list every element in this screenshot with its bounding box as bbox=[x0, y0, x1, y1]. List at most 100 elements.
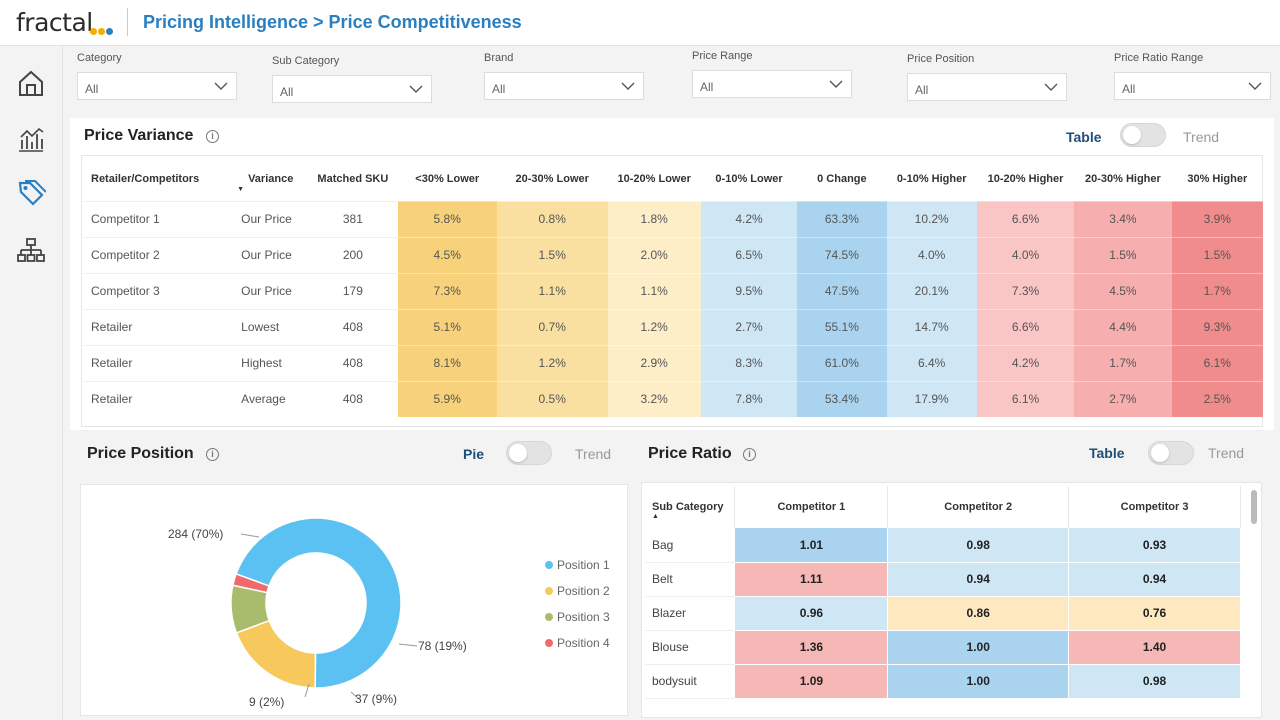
table-cell: Lowest bbox=[233, 308, 309, 345]
table-cell: 1.7% bbox=[1171, 272, 1263, 309]
table-row[interactable]: Competitor 2 Our Price 200 4.5% 1.5% 2.0% 6.5%… bbox=[83, 236, 1263, 273]
chevron-down-icon bbox=[1044, 83, 1058, 91]
column-header[interactable]: Variance ▼ bbox=[233, 157, 308, 201]
logo-dots bbox=[90, 22, 114, 40]
column-header[interactable]: 0-10% Higher bbox=[896, 172, 967, 185]
table-row[interactable]: Blouse 1.36 1.00 1.40 bbox=[645, 630, 1241, 665]
info-icon[interactable]: i bbox=[206, 448, 219, 461]
table-cell: 1.7% bbox=[1074, 344, 1172, 381]
legend-item[interactable]: Position 1 bbox=[545, 558, 610, 572]
column-header[interactable]: 20-30% Lower bbox=[515, 172, 589, 185]
category-dropdown[interactable]: All bbox=[77, 72, 237, 100]
trend-toggle-label[interactable]: Trend bbox=[575, 446, 612, 462]
legend-label: Position 3 bbox=[557, 610, 610, 624]
pie-data-label: 78 (19%) bbox=[418, 639, 467, 653]
column-header[interactable]: 0 Change bbox=[817, 172, 867, 185]
table-cell: 408 bbox=[308, 380, 398, 417]
table-cell: 4.2% bbox=[700, 200, 798, 237]
table-row[interactable]: Belt 1.11 0.94 0.94 bbox=[645, 562, 1241, 597]
table-cell: 1.1% bbox=[607, 272, 701, 309]
column-header[interactable]: 10-20% Higher bbox=[987, 172, 1064, 185]
table-row[interactable]: Competitor 3 Our Price 179 7.3% 1.1% 1.1% 9.5%… bbox=[83, 272, 1263, 309]
column-header[interactable]: Matched SKU bbox=[317, 172, 389, 185]
variance-view-toggle[interactable] bbox=[1120, 123, 1166, 147]
column-header[interactable]: 20-30% Higher bbox=[1084, 172, 1161, 185]
price-variance-table: Retailer/Competitors Variance ▼ Matched … bbox=[83, 157, 1263, 417]
sub-category-dropdown[interactable]: All bbox=[272, 75, 432, 103]
leader-line bbox=[304, 683, 310, 698]
donut-slice-2[interactable] bbox=[235, 619, 317, 689]
table-toggle-label[interactable]: Table bbox=[1089, 445, 1125, 461]
table-cell: Competitor 3 bbox=[83, 272, 234, 309]
table-cell: 0.94 bbox=[1068, 562, 1241, 597]
donut-slice-1[interactable] bbox=[235, 517, 402, 689]
table-row[interactable]: Retailer Lowest 408 5.1% 0.7% 1.2% 2.7% 55.1% 14… bbox=[83, 308, 1263, 345]
table-cell: 1.40 bbox=[1068, 630, 1241, 665]
table-cell: Average bbox=[233, 380, 309, 417]
pie-toggle-label[interactable]: Pie bbox=[463, 446, 485, 462]
table-row[interactable]: bodysuit 1.09 1.00 0.98 bbox=[645, 664, 1241, 699]
filter-label: Category bbox=[77, 52, 122, 64]
column-header[interactable]: 30% Higher bbox=[1187, 172, 1248, 185]
table-cell: 408 bbox=[308, 344, 398, 381]
table-row[interactable]: Retailer Average 408 5.9% 0.5% 3.2% 7.8% 53.4% 1… bbox=[83, 380, 1263, 417]
table-cell: 1.5% bbox=[1171, 236, 1263, 273]
table-cell: 1.5% bbox=[496, 236, 608, 273]
column-header[interactable]: Retailer/Competitors bbox=[91, 172, 200, 185]
table-row[interactable]: Competitor 1 Our Price 381 5.8% 0.8% 1.8% 4.2%… bbox=[83, 200, 1263, 237]
filter-price-ratio-range: Price Ratio Range All bbox=[1114, 52, 1271, 100]
table-cell: 4.0% bbox=[886, 236, 977, 273]
table-cell: 2.0% bbox=[607, 236, 701, 273]
legend-item[interactable]: Position 3 bbox=[545, 610, 610, 624]
brand-dropdown[interactable]: All bbox=[484, 72, 644, 100]
table-cell: 0.98 bbox=[1068, 664, 1241, 699]
price-position-dropdown[interactable]: All bbox=[907, 73, 1067, 101]
logo[interactable]: fractal bbox=[16, 8, 93, 37]
column-header[interactable]: Competitor 3 bbox=[1068, 486, 1241, 528]
sidebar bbox=[0, 46, 63, 720]
column-header[interactable]: <30% Lower bbox=[415, 172, 480, 185]
hierarchy-icon[interactable] bbox=[16, 236, 46, 266]
table-cell: 9.5% bbox=[700, 272, 798, 309]
table-toggle-label[interactable]: Table bbox=[1066, 129, 1102, 145]
chevron-down-icon bbox=[214, 82, 228, 90]
price-range-dropdown[interactable]: All bbox=[692, 70, 852, 98]
table-row[interactable]: Blazer 0.96 0.86 0.76 bbox=[645, 596, 1241, 631]
table-cell: Bag bbox=[645, 528, 736, 563]
price-position-chart-card bbox=[80, 484, 628, 716]
table-cell: 0.94 bbox=[887, 562, 1070, 597]
breadcrumb[interactable]: Pricing Intelligence > Price Competitive… bbox=[143, 12, 522, 32]
ratio-view-toggle[interactable] bbox=[1148, 441, 1194, 465]
home-icon[interactable] bbox=[16, 68, 46, 98]
column-header[interactable]: Sub Category ▲ bbox=[645, 486, 736, 528]
column-header[interactable]: 0-10% Lower bbox=[715, 172, 783, 185]
column-header[interactable]: 10-20% Lower bbox=[617, 172, 691, 185]
table-cell: 408 bbox=[308, 308, 398, 345]
table-row[interactable]: Bag 1.01 0.98 0.93 bbox=[645, 528, 1241, 563]
table-cell: 1.1% bbox=[496, 272, 608, 309]
table-cell: 6.5% bbox=[700, 236, 798, 273]
legend-item[interactable]: Position 4 bbox=[545, 636, 610, 650]
table-cell: 0.76 bbox=[1068, 596, 1241, 631]
price-tag-icon[interactable] bbox=[16, 178, 46, 208]
table-cell: 9.3% bbox=[1171, 308, 1263, 345]
position-view-toggle[interactable] bbox=[506, 441, 552, 465]
trend-toggle-label[interactable]: Trend bbox=[1208, 445, 1245, 461]
column-header[interactable]: Competitor 1 bbox=[734, 486, 889, 528]
filter-label: Price Range bbox=[692, 50, 753, 62]
table-row[interactable]: Retailer Highest 408 8.1% 1.2% 2.9% 8.3% 61.0% 6… bbox=[83, 344, 1263, 381]
table-cell: 3.2% bbox=[607, 380, 701, 417]
donut-slice-4[interactable] bbox=[231, 572, 270, 594]
trend-toggle-label[interactable]: Trend bbox=[1183, 129, 1220, 145]
line-chart-icon[interactable] bbox=[16, 124, 46, 154]
legend-label: Position 2 bbox=[557, 584, 610, 598]
vertical-scrollbar-thumb[interactable] bbox=[1251, 490, 1257, 524]
price-ratio-range-dropdown[interactable]: All bbox=[1114, 72, 1271, 100]
header-divider bbox=[127, 8, 128, 36]
info-icon[interactable]: i bbox=[206, 130, 219, 143]
pie-data-label: 9 (2%) bbox=[249, 695, 285, 709]
info-icon[interactable]: i bbox=[743, 448, 756, 461]
column-header[interactable]: Competitor 2 bbox=[887, 486, 1070, 528]
legend-item[interactable]: Position 2 bbox=[545, 584, 610, 598]
leader-line bbox=[398, 643, 418, 647]
